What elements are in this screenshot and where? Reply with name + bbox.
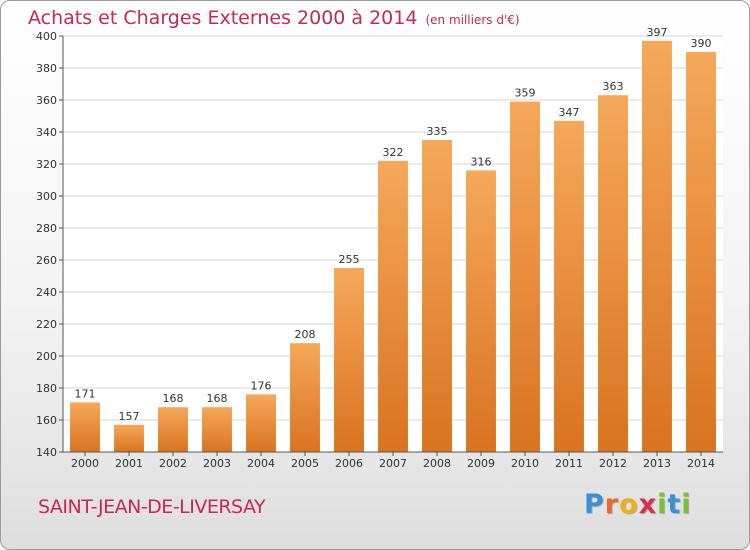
data-label: 255 xyxy=(339,253,360,266)
bar xyxy=(70,402,100,452)
bar xyxy=(686,52,716,452)
x-tick-label: 2005 xyxy=(291,457,319,470)
y-tick-label: 320 xyxy=(36,158,57,171)
data-label: 176 xyxy=(251,379,272,392)
y-tick-label: 340 xyxy=(36,126,57,139)
data-label: 363 xyxy=(603,80,624,93)
data-label: 390 xyxy=(691,37,712,50)
data-label: 168 xyxy=(207,392,228,405)
data-label: 347 xyxy=(559,106,580,119)
logo-letter: i xyxy=(657,489,668,520)
chart-title-text: Achats et Charges Externes 2000 à 2014 xyxy=(28,7,418,29)
x-tick-label: 2001 xyxy=(115,457,143,470)
bars xyxy=(70,40,716,453)
y-tick-label: 200 xyxy=(36,350,57,363)
bar xyxy=(510,101,540,452)
data-label: 359 xyxy=(515,87,536,100)
y-tick-label: 400 xyxy=(36,30,57,43)
bar xyxy=(334,268,364,452)
logo-letter: o xyxy=(619,489,639,520)
data-label: 316 xyxy=(471,155,492,168)
data-label: 157 xyxy=(119,410,140,423)
bar xyxy=(202,407,232,452)
bar xyxy=(290,343,320,452)
x-tick-label: 2006 xyxy=(335,457,363,470)
chart-title: Achats et Charges Externes 2000 à 2014 (e… xyxy=(28,7,520,29)
y-tick-label: 360 xyxy=(36,94,57,107)
data-label: 397 xyxy=(647,26,668,39)
x-tick-label: 2013 xyxy=(643,457,671,470)
logo-letter: t xyxy=(667,489,682,520)
y-tick-label: 300 xyxy=(36,190,57,203)
x-tick-label: 2004 xyxy=(247,457,275,470)
y-tick-label: 240 xyxy=(36,286,57,299)
x-tick-label: 2011 xyxy=(555,457,583,470)
logo-letter: x xyxy=(638,489,658,520)
x-tick-label: 2002 xyxy=(159,457,187,470)
data-label: 168 xyxy=(163,392,184,405)
bar xyxy=(422,140,452,452)
logo-letter: i xyxy=(681,489,692,520)
logo-letter: r xyxy=(604,489,620,520)
bar xyxy=(554,120,584,453)
y-tick-label: 140 xyxy=(36,446,57,459)
x-tick-label: 2003 xyxy=(203,457,231,470)
y-tick-label: 380 xyxy=(36,62,57,75)
bar xyxy=(466,170,496,452)
labels: 140 160 180 200 220 240 260 280 300 320 340 360 380 4… xyxy=(36,26,715,470)
bar xyxy=(378,160,408,453)
x-tick-label: 2012 xyxy=(599,457,627,470)
x-tick-label: 2010 xyxy=(511,457,539,470)
x-tick-label: 2014 xyxy=(687,457,715,470)
y-tick-label: 260 xyxy=(36,254,57,267)
bar xyxy=(114,424,144,452)
x-tick-label: 2008 xyxy=(423,457,451,470)
y-tick-label: 280 xyxy=(36,222,57,235)
bar xyxy=(598,95,628,452)
bar xyxy=(642,40,672,453)
data-label: 322 xyxy=(383,146,404,159)
data-label: 208 xyxy=(295,328,316,341)
location-name: SAINT-JEAN-DE-LIVERSAY xyxy=(38,496,266,518)
chart-unit: (en milliers d'€) xyxy=(425,13,520,27)
y-tick-label: 220 xyxy=(36,318,57,331)
data-label: 171 xyxy=(75,387,96,400)
y-tick-label: 180 xyxy=(36,382,57,395)
proxiti-logo: Proxiti xyxy=(584,489,692,520)
bar xyxy=(246,394,276,452)
logo-letter: P xyxy=(584,489,605,520)
y-tick-label: 160 xyxy=(36,414,57,427)
data-label: 335 xyxy=(427,125,448,138)
bar xyxy=(158,407,188,452)
x-tick-label: 2009 xyxy=(467,457,495,470)
axes xyxy=(59,35,723,456)
x-tick-label: 2000 xyxy=(71,457,99,470)
x-tick-label: 2007 xyxy=(379,457,407,470)
